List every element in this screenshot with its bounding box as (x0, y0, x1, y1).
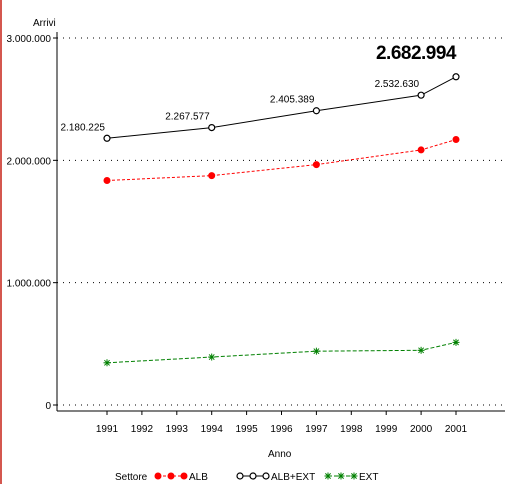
x-tick-label: 2001 (445, 424, 468, 435)
legend: Settore ALB ALB+EXT EXT (115, 472, 378, 483)
data-point (208, 123, 216, 132)
legend-label: EXT (359, 472, 378, 483)
y-tick-label: 1.000.000 (7, 279, 52, 290)
x-tick-label: 1995 (235, 424, 258, 435)
star-stroke (104, 359, 110, 366)
data-point (103, 359, 111, 367)
star-stroke (453, 339, 459, 346)
y-tick-label: 0 (45, 401, 51, 412)
data-point (312, 161, 320, 169)
data-point (103, 134, 111, 142)
series (103, 73, 460, 367)
data-point (452, 73, 460, 81)
legend-marker (249, 472, 257, 480)
data-point (312, 347, 320, 355)
x-tick-label: 1998 (340, 424, 363, 435)
grid-lines (57, 37, 505, 406)
star-stroke (208, 354, 215, 361)
legend-marker (236, 472, 244, 480)
legend-marker (337, 472, 345, 480)
data-label: 2.532.630 (375, 79, 420, 90)
y-ticks: 0 1.000.000 2.000.000 3.000.000 (7, 34, 57, 412)
x-tick-label: 1999 (375, 424, 398, 435)
data-point (417, 91, 425, 99)
star-stroke (351, 473, 357, 479)
data-point (103, 177, 111, 185)
legend-marker (154, 472, 162, 480)
star-stroke (418, 347, 425, 354)
data-point (208, 172, 216, 180)
data-label: 2.267.577 (165, 112, 210, 123)
point-labels: 2.180.225 2.267.577 2.405.389 2.532.630 2.68… (61, 43, 458, 134)
y-tick-label: 3.000.000 (7, 34, 52, 45)
x-tick-label: 1997 (305, 424, 328, 435)
axes: Arrivi Anno (33, 18, 505, 460)
legend-title: Settore (115, 472, 148, 483)
x-tick-label: 1996 (270, 424, 293, 435)
data-point (208, 353, 216, 361)
data-label-highlight: 2.682.994 (376, 43, 457, 64)
legend-marker (324, 472, 332, 480)
left-border-stripe (0, 0, 2, 484)
star-stroke (325, 473, 331, 479)
x-tick-label: 1992 (131, 424, 154, 435)
legend-marker (180, 472, 188, 480)
legend-label: ALB+EXT (271, 472, 315, 483)
x-tick-label: 2000 (410, 424, 433, 435)
y-tick-label: 2.000.000 (7, 156, 52, 167)
data-point (417, 146, 425, 154)
data-label: 2.405.389 (270, 95, 315, 106)
legend-marker (167, 472, 175, 480)
x-tick-label: 1991 (96, 424, 119, 435)
data-label: 2.180.225 (61, 122, 106, 133)
y-axis-label: Arrivi (33, 18, 56, 29)
data-point (452, 338, 460, 346)
data-point (452, 136, 460, 144)
legend-marker (262, 472, 270, 480)
star-stroke (313, 348, 320, 355)
legend-label: ALB (189, 472, 208, 483)
legend-marker (350, 472, 358, 480)
star-stroke (338, 473, 344, 479)
x-tick-label: 1993 (166, 424, 189, 435)
x-tick-label: 1994 (201, 424, 224, 435)
data-point (417, 346, 425, 354)
data-point (312, 107, 320, 115)
x-axis-label: Anno (268, 449, 292, 460)
x-ticks: 1991 1992 1993 1994 1995 1996 1997 1998 1999 2000… (96, 411, 468, 435)
series-line-ext (106, 341, 457, 364)
